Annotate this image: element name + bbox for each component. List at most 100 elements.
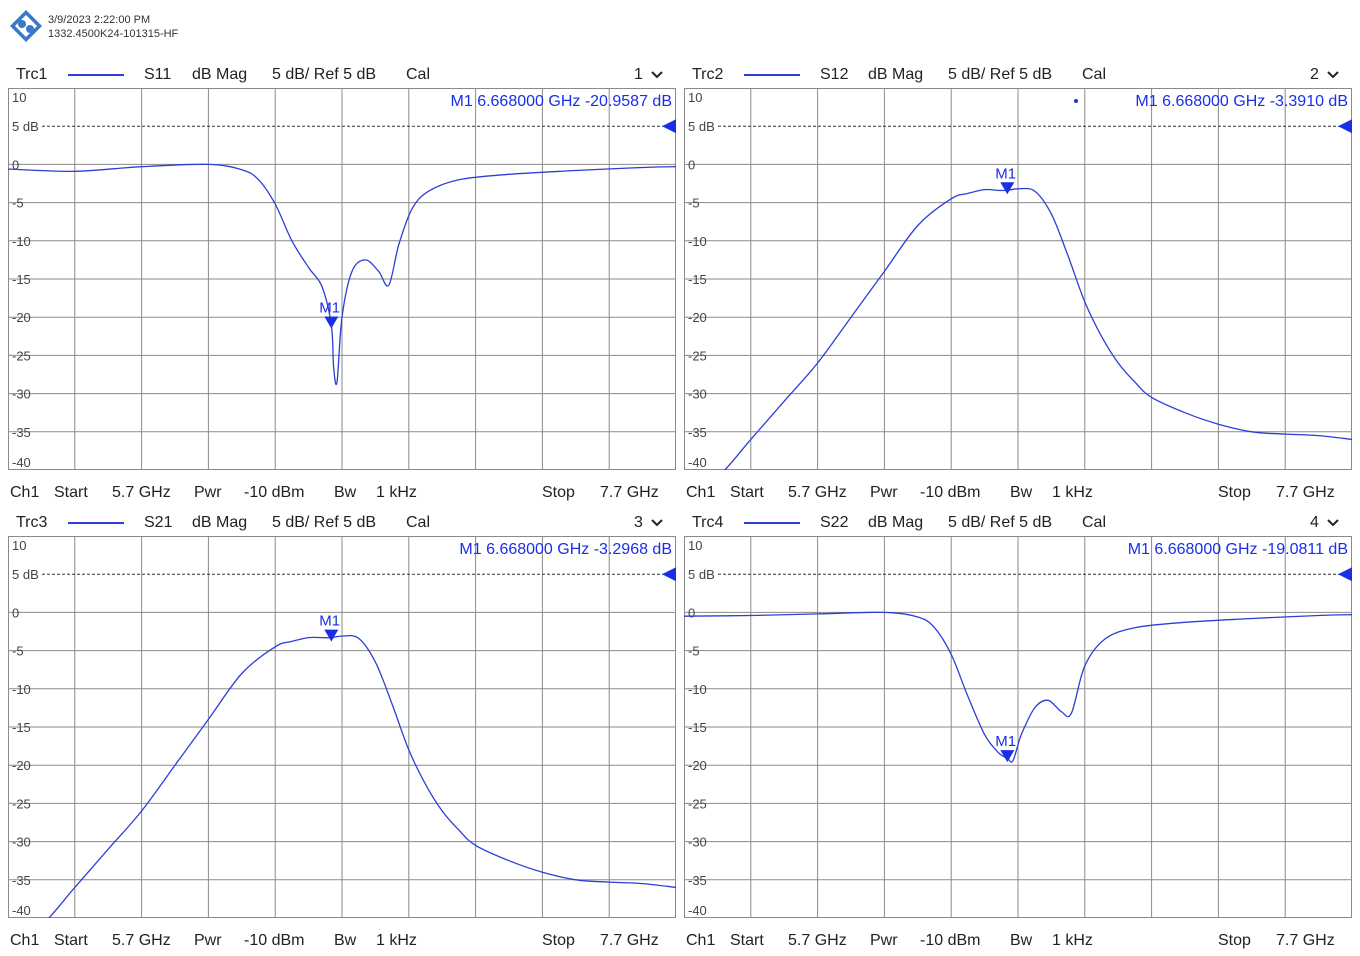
y-tick-label: 10 — [12, 538, 26, 553]
cal-status: Cal — [1082, 514, 1107, 531]
trace-name[interactable]: Trc1 — [16, 66, 48, 83]
start-label: Start — [54, 932, 88, 949]
power-value[interactable]: -10 dBm — [244, 932, 305, 949]
marker-triangle-icon[interactable] — [324, 316, 339, 329]
trace-line[interactable] — [684, 611, 1352, 763]
y-tick-label: -40 — [12, 903, 31, 918]
trace-scale[interactable]: 5 dB/ Ref 5 dB — [272, 514, 377, 531]
trace-line[interactable] — [684, 187, 1352, 478]
stop-value[interactable]: 7.7 GHz — [600, 484, 659, 501]
reference-level-arrow-icon[interactable] — [1338, 119, 1352, 134]
y-tick-label: -20 — [688, 758, 707, 773]
bandwidth-value[interactable]: 1 kHz — [376, 932, 417, 949]
bandwidth-label: Bw — [334, 484, 357, 501]
report-header: 3/9/2023 2:22:00 PM 1332.4500K24-101315-… — [8, 8, 408, 48]
y-tick-label: -40 — [12, 455, 31, 470]
bandwidth-label: Bw — [1010, 484, 1033, 501]
chevron-down-icon[interactable] — [1326, 518, 1340, 528]
y-tick-label: -25 — [12, 796, 31, 811]
y-tick-label: 0 — [688, 605, 695, 620]
y-tick-label: -15 — [688, 272, 707, 287]
bandwidth-value[interactable]: 1 kHz — [1052, 484, 1093, 501]
trace-format[interactable]: dB Mag — [192, 66, 248, 83]
window-number[interactable]: 2 — [1310, 66, 1319, 83]
reference-level-arrow-icon[interactable] — [662, 567, 676, 582]
start-value[interactable]: 5.7 GHz — [112, 484, 171, 501]
serial-number: 1332.4500K24-101315-HF — [48, 28, 179, 40]
channel-footer: Ch1 Start 5.7 GHz Pwr -10 dBm Bw 1 kHz S… — [684, 480, 1360, 506]
reference-level-arrow-icon[interactable] — [1338, 567, 1352, 582]
marker-triangle-icon[interactable] — [1000, 750, 1015, 763]
s-parameter[interactable]: S12 — [820, 66, 849, 83]
power-value[interactable]: -10 dBm — [920, 932, 981, 949]
trace-title-bar[interactable]: Trc1 S11 dB Mag 5 dB/ Ref 5 dB Cal 1 — [8, 60, 684, 88]
cal-status: Cal — [406, 66, 431, 83]
channel-label: Ch1 — [686, 932, 716, 949]
marker-triangle-icon[interactable] — [324, 629, 339, 642]
reference-level-arrow-icon[interactable] — [662, 119, 676, 134]
y-tick-label: -15 — [12, 272, 31, 287]
window-number[interactable]: 4 — [1310, 514, 1319, 531]
active-marker-dot-icon — [1074, 99, 1078, 103]
marker-readout: M1 6.668000 GHz -3.3910 dB — [1135, 93, 1348, 110]
stop-value[interactable]: 7.7 GHz — [1276, 484, 1335, 501]
trace-title-bar[interactable]: Trc3 S21 dB Mag 5 dB/ Ref 5 dB Cal 3 — [8, 508, 684, 536]
start-value[interactable]: 5.7 GHz — [112, 932, 171, 949]
plot-area[interactable]: 10 5 dB 0 -5 -10 -15 -20 -25 -30 -35 -40 M1 M1 6.668… — [684, 536, 1360, 926]
trace-format[interactable]: dB Mag — [868, 514, 924, 531]
trace-scale[interactable]: 5 dB/ Ref 5 dB — [948, 66, 1053, 83]
trace-panel-1: Trc1 S11 dB Mag 5 dB/ Ref 5 dB Cal 1 1 0 5… — [8, 60, 684, 508]
start-value[interactable]: 5.7 GHz — [788, 484, 847, 501]
stop-value[interactable]: 7.7 GHz — [1276, 932, 1335, 949]
y-tick-label: -5 — [688, 196, 700, 211]
s-parameter[interactable]: S11 — [144, 66, 172, 83]
s-parameter[interactable]: S22 — [820, 514, 849, 531]
power-value[interactable]: -10 dBm — [244, 484, 305, 501]
cal-status: Cal — [1082, 66, 1107, 83]
power-label: Pwr — [870, 484, 898, 501]
plot-area[interactable]: 10 5 dB 0 -5 -10 -15 -20 -25 -30 -35 -40 M1 M1 6.668… — [8, 536, 684, 926]
chevron-down-icon[interactable] — [650, 70, 664, 80]
window-number[interactable]: 3 — [634, 514, 643, 531]
bandwidth-value[interactable]: 1 kHz — [1052, 932, 1093, 949]
plot-area[interactable]: 10 5 dB 0 -5 -10 -15 -20 -25 -30 -35 -40 M1 M1 6.668… — [684, 88, 1360, 478]
bandwidth-value[interactable]: 1 kHz — [376, 484, 417, 501]
y-tick-label: -10 — [12, 682, 31, 697]
marker-label: M1 — [319, 613, 340, 630]
trace-line[interactable] — [8, 163, 676, 386]
trace-format[interactable]: dB Mag — [868, 66, 924, 83]
trace-name[interactable]: Trc4 — [692, 514, 724, 531]
trace-title-bar[interactable]: Trc4 S22 dB Mag 5 dB/ Ref 5 dB Cal 4 — [684, 508, 1360, 536]
trace-title-bar[interactable]: Trc2 S12 dB Mag 5 dB/ Ref 5 dB Cal 2 — [684, 60, 1360, 88]
y-tick-label: -15 — [688, 720, 707, 735]
chevron-down-icon[interactable] — [1326, 70, 1340, 80]
trace-name[interactable]: Trc3 — [16, 514, 48, 531]
trace-line[interactable] — [8, 634, 676, 926]
y-tick-label: -5 — [12, 644, 24, 659]
chevron-down-icon[interactable] — [650, 518, 664, 528]
power-value[interactable]: -10 dBm — [920, 484, 981, 501]
y-tick-label: -30 — [12, 835, 31, 850]
y-tick-label: -10 — [688, 234, 707, 249]
bandwidth-label: Bw — [1010, 932, 1033, 949]
plot-area[interactable]: 10 5 dB 0 -5 -10 -15 -20 -25 -30 -35 -40 M1 M1 6.668… — [8, 88, 684, 478]
y-tick-label: 0 — [12, 605, 19, 620]
bandwidth-label: Bw — [334, 932, 357, 949]
y-tick-label: -40 — [688, 903, 707, 918]
y-tick-label: -20 — [12, 758, 31, 773]
y-tick-label: 0 — [12, 157, 19, 172]
trace-format[interactable]: dB Mag — [192, 514, 248, 531]
trace-color-swatch — [744, 74, 800, 76]
start-value[interactable]: 5.7 GHz — [788, 932, 847, 949]
window-number[interactable]: 1 — [634, 66, 643, 83]
trace-name[interactable]: Trc2 — [692, 66, 724, 83]
trace-panel-4: Trc4 S22 dB Mag 5 dB/ Ref 5 dB Cal 4 10 5… — [684, 508, 1360, 956]
s-parameter[interactable]: S21 — [144, 514, 173, 531]
marker-triangle-icon[interactable] — [1000, 182, 1015, 195]
marker-readout: M1 6.668000 GHz -20.9587 dB — [451, 93, 672, 110]
trace-scale[interactable]: 5 dB/ Ref 5 dB — [948, 514, 1053, 531]
trace-color-swatch — [68, 522, 124, 524]
stop-value[interactable]: 7.7 GHz — [600, 932, 659, 949]
trace-scale[interactable]: 5 dB/ Ref 5 dB — [272, 66, 377, 83]
y-tick-label: -20 — [12, 310, 31, 325]
